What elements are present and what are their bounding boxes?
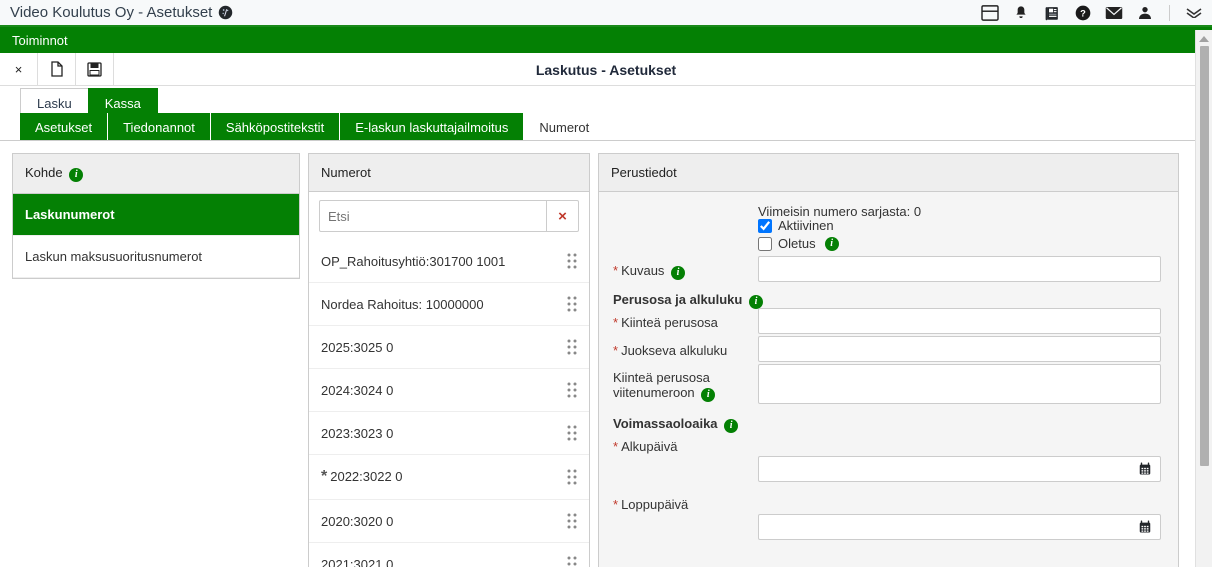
svg-text:?: ? bbox=[1080, 8, 1086, 18]
